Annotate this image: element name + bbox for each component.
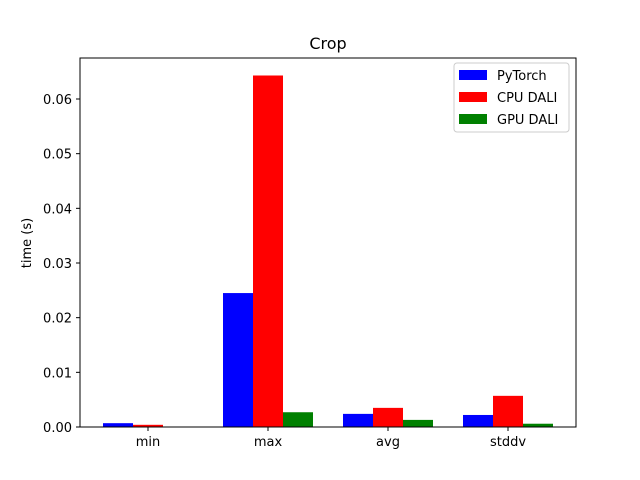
x-tick-label: max — [254, 435, 283, 450]
x-ticks: min max avg stddv — [136, 427, 526, 450]
bar — [463, 414, 493, 427]
bar — [343, 413, 373, 427]
legend-swatch — [459, 114, 487, 124]
bar — [373, 407, 403, 427]
bars-group — [103, 75, 553, 427]
y-axis-label: time (s) — [20, 218, 35, 268]
y-tick-label: 0.00 — [43, 421, 72, 436]
chart-title: Crop — [309, 34, 346, 53]
bar — [493, 395, 523, 427]
bar — [403, 419, 433, 427]
y-tick-label: 0.04 — [43, 202, 72, 217]
bar — [133, 424, 163, 427]
y-tick-label: 0.05 — [43, 148, 72, 163]
legend-label: GPU DALI — [497, 113, 558, 128]
y-tick-label: 0.01 — [43, 366, 72, 381]
legend: PyTorch CPU DALI GPU DALI — [453, 62, 570, 133]
y-tick-label: 0.02 — [43, 312, 72, 327]
bar — [103, 423, 133, 427]
x-tick-label: min — [136, 435, 161, 450]
bar — [253, 75, 283, 427]
legend-swatch — [459, 92, 487, 102]
legend-label: CPU DALI — [497, 91, 557, 106]
legend-swatch — [459, 70, 487, 80]
x-tick-label: avg — [376, 435, 400, 450]
legend-label: PyTorch — [497, 69, 547, 84]
bar — [223, 293, 253, 427]
x-tick-label: stddv — [490, 435, 526, 450]
bar — [283, 412, 313, 427]
plot-frame — [79, 57, 577, 428]
y-ticks: 0.00 0.01 0.02 0.03 0.04 0.05 0.06 — [43, 93, 80, 436]
y-tick-label: 0.06 — [43, 93, 72, 108]
bar — [523, 423, 553, 427]
y-tick-label: 0.03 — [43, 257, 72, 272]
